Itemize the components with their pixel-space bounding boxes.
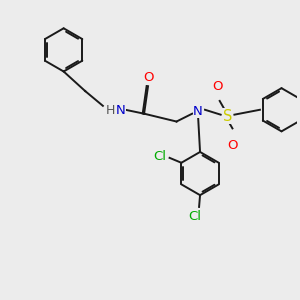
Text: N: N [193, 105, 203, 118]
Text: O: O [212, 80, 223, 93]
Text: Cl: Cl [153, 150, 166, 163]
Text: O: O [227, 139, 238, 152]
Text: S: S [223, 109, 232, 124]
Text: N: N [116, 104, 125, 117]
Text: H: H [106, 104, 116, 117]
Text: Cl: Cl [189, 210, 202, 223]
Text: O: O [143, 71, 153, 84]
